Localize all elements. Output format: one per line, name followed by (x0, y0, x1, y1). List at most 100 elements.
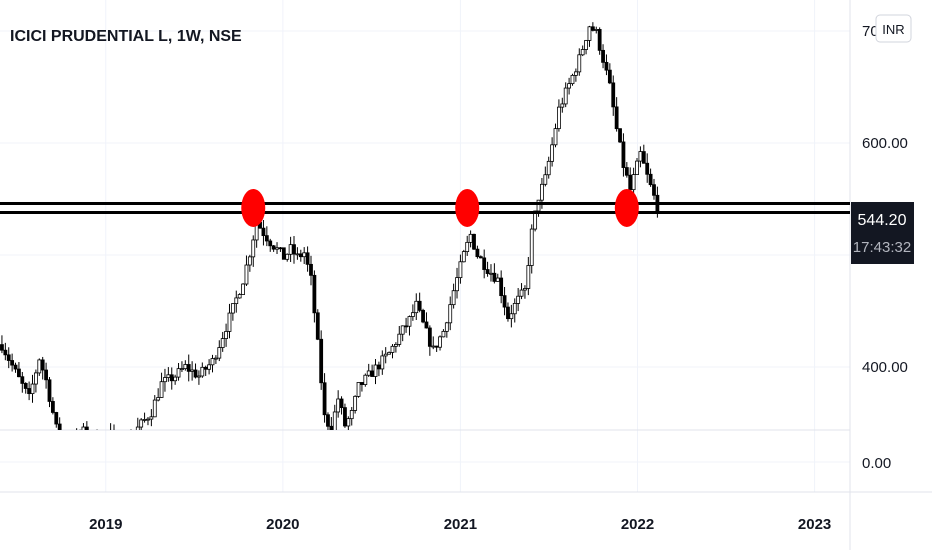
candle-body (220, 338, 225, 348)
candle-body (356, 382, 361, 397)
candle-body (217, 347, 222, 359)
candle-body (621, 141, 626, 168)
candle-body (370, 370, 375, 377)
candle-body (506, 306, 510, 320)
candle-body (618, 128, 622, 143)
candle-body (638, 151, 643, 162)
candle-body (109, 432, 112, 436)
candle-body (193, 369, 198, 378)
candle-body (353, 395, 358, 411)
candle-body (47, 379, 52, 402)
candle-body (482, 257, 487, 270)
candle-body (652, 184, 656, 196)
candle-body (75, 435, 78, 445)
candle-body (227, 312, 232, 332)
candle-body (516, 295, 521, 304)
candle-body (387, 352, 391, 355)
inr-badge[interactable]: INR (875, 14, 912, 43)
candle-body (247, 256, 252, 266)
candle-body (577, 54, 582, 73)
candle-body (264, 235, 269, 242)
candle-body (580, 49, 585, 56)
candle-body (383, 353, 388, 357)
candle-body (163, 377, 167, 383)
x-tick-label: 2023 (798, 516, 831, 533)
candle-body (478, 256, 483, 259)
candle-body (492, 272, 497, 282)
candle-body (180, 368, 184, 371)
candle-body (285, 253, 290, 260)
candle-body (550, 144, 555, 162)
chart-title: ICICI PRUDENTIAL L, 1W, NSE (10, 28, 242, 45)
x-tick-label: 2019 (89, 516, 122, 533)
candle-body (50, 401, 55, 413)
candle-body (635, 160, 639, 176)
candle-body (27, 388, 32, 395)
candle-body (414, 300, 419, 314)
candle-body (200, 366, 205, 377)
candle-body (319, 338, 324, 384)
candle-body (186, 364, 191, 372)
candle-body (230, 303, 235, 314)
candle-body (421, 309, 425, 323)
time-axis[interactable]: 2019 2020 2021 2022 2023 (89, 516, 831, 533)
candle-body (102, 437, 105, 444)
candle-body (543, 174, 548, 185)
candle-body (322, 382, 327, 416)
candle-body (119, 446, 122, 448)
candle-body (410, 312, 415, 317)
candle-body (309, 263, 313, 276)
candle-body (34, 372, 38, 385)
candle-body (44, 369, 48, 381)
candle-body (529, 228, 534, 266)
candle-body (261, 227, 266, 237)
candle-body (213, 357, 218, 360)
candle-body (587, 26, 592, 41)
candle-body (400, 325, 405, 335)
candle-body (366, 370, 371, 376)
candle-body (210, 358, 215, 366)
last-price-badge: 544.20 17:43:32 (851, 202, 914, 264)
candle-body (444, 322, 449, 332)
candle-body (360, 382, 364, 385)
candle-body (169, 374, 174, 382)
candle-body (275, 247, 279, 250)
candle-body (536, 199, 541, 212)
candle-body (393, 344, 398, 347)
candle-body (502, 295, 507, 308)
candle-body (434, 345, 439, 348)
candle-body (373, 364, 378, 377)
candle-body (458, 261, 463, 279)
candle-body (560, 103, 565, 108)
candle-body (89, 437, 92, 438)
candle-body (20, 376, 25, 384)
candle-body (336, 398, 341, 413)
candles (0, 22, 660, 448)
candle-body (37, 359, 42, 374)
y-tick-label: 400.00 (862, 359, 908, 376)
candle-body (641, 151, 646, 164)
candle-body (81, 426, 86, 430)
x-tick-label: 2021 (444, 516, 477, 533)
candle-body (54, 412, 59, 425)
candle-body (417, 300, 422, 311)
candle-body (149, 416, 154, 420)
candle-body (113, 432, 116, 434)
candle-body (512, 303, 517, 315)
candle-body (92, 434, 95, 438)
candle-body (404, 325, 408, 328)
candle-body (13, 364, 18, 370)
candle-body (142, 419, 147, 421)
candle-body (315, 312, 320, 340)
candle-body (295, 253, 300, 256)
support-marker (241, 188, 266, 227)
x-tick-label: 2022 (621, 516, 654, 533)
candle-body (224, 331, 228, 339)
candle-body (329, 425, 334, 430)
candle-body (546, 160, 551, 176)
candle-body (465, 241, 470, 253)
candle-body (607, 69, 612, 84)
candle-body (159, 381, 164, 398)
